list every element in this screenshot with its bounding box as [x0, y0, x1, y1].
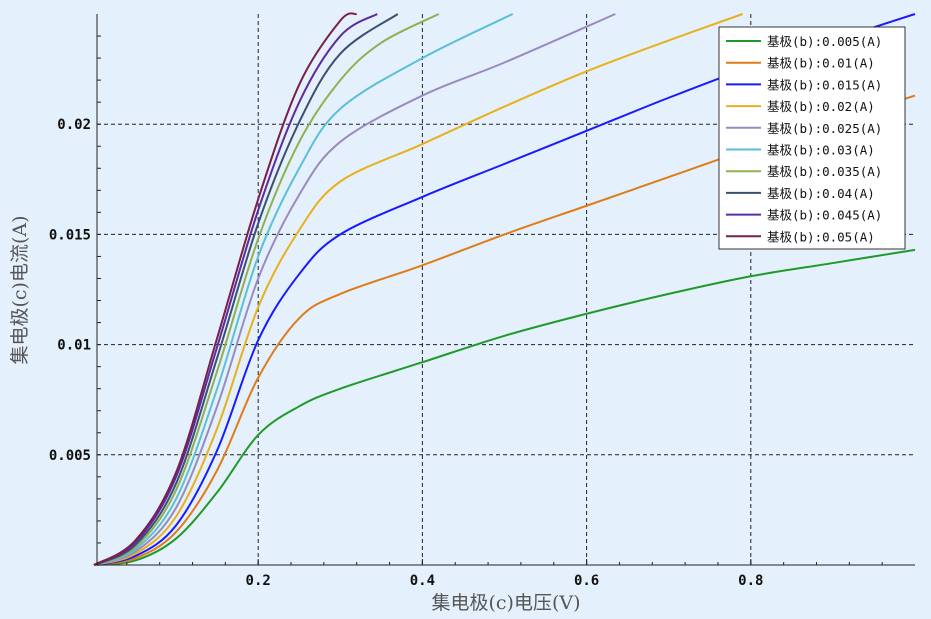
- ticks: 0.2 0.4 0.6 0.8 0.005 0.01 0.015 0.02: [49, 35, 883, 589]
- series-line-6: [93, 13, 440, 566]
- legend-label: 基极(b):0.045(A): [767, 208, 882, 223]
- legend-label: 基极(b):0.03(A): [767, 143, 875, 158]
- x-tick-label: 0.8: [738, 573, 763, 589]
- y-tick-label: 0.015: [49, 227, 91, 243]
- x-axis-label: 集电极(c)电压(V): [431, 592, 580, 614]
- series-line-7: [93, 13, 399, 566]
- legend-label: 基极(b):0.02(A): [767, 99, 875, 114]
- x-tick-label: 0.4: [410, 573, 435, 589]
- legend-label: 基极(b):0.005(A): [767, 34, 882, 49]
- legend: 基极(b):0.005(A) 基极(b):0.01(A) 基极(b):0.015(A…: [718, 26, 906, 250]
- legend-label: 基极(b):0.015(A): [767, 77, 882, 92]
- series-line-4: [93, 13, 616, 566]
- legend-label: 基极(b):0.05(A): [767, 229, 875, 244]
- legend-label: 基极(b):0.025(A): [767, 121, 882, 136]
- series-line-5: [93, 13, 514, 566]
- y-tick-label: 0.02: [57, 117, 91, 133]
- legend-label: 基极(b):0.01(A): [767, 56, 875, 71]
- legend-box: [718, 26, 906, 250]
- series-line-8: [93, 13, 378, 566]
- legend-label: 基极(b):0.035(A): [767, 164, 882, 179]
- series-line-9: [93, 12, 358, 566]
- y-axis-label: 集电极(c)电流(A): [9, 215, 31, 364]
- series-line-0: [93, 248, 916, 566]
- x-tick-label: 0.6: [574, 573, 599, 589]
- legend-label: 基极(b):0.04(A): [767, 186, 875, 201]
- series-line-3: [93, 13, 743, 566]
- y-tick-label: 0.01: [57, 338, 91, 354]
- x-tick-label: 0.2: [246, 573, 271, 589]
- y-tick-label: 0.005: [49, 448, 91, 464]
